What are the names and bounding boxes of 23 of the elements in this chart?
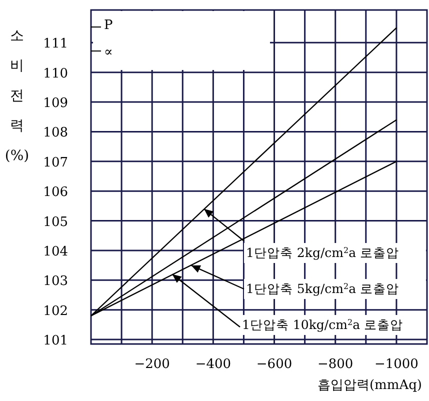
y-tick-label: 110 [43, 66, 68, 82]
y-tick-label: 111 [43, 36, 68, 52]
x-tick-label: −800 [318, 357, 354, 372]
y-tick-label: 105 [43, 214, 68, 230]
y-tick-label: 101 [43, 334, 68, 349]
annotation: P [104, 18, 113, 33]
x-tick-label: −400 [195, 357, 232, 372]
x-tick-label: −1000 [374, 357, 418, 372]
y-tick-label: 107 [43, 155, 68, 170]
y-tick-label: 109 [43, 96, 68, 112]
y-axis-title: 소비전력(%) [4, 28, 30, 164]
annotation: 1단압축 2kg/cm$^{2}$a 로출압 [246, 245, 400, 260]
annotation: 1단압축 5kg/cm$^{2}$a 로출압 [246, 281, 400, 296]
x-tick-label: −600 [256, 357, 292, 372]
x-tick-label: −200 [134, 357, 170, 372]
annotation: 1단압축 10kg/cm$^{2}$a 로출압 [242, 317, 404, 332]
y-tick-label: 102 [43, 304, 68, 319]
y-tick-label: 104 [43, 244, 68, 260]
x-axis-title: 흡입압력(mmAq) [317, 378, 422, 393]
y-tick-label: 106 [43, 185, 68, 200]
y-tick-label: 103 [43, 274, 68, 290]
y-tick-label: 108 [43, 126, 68, 141]
annotation: ∝ [104, 45, 113, 60]
